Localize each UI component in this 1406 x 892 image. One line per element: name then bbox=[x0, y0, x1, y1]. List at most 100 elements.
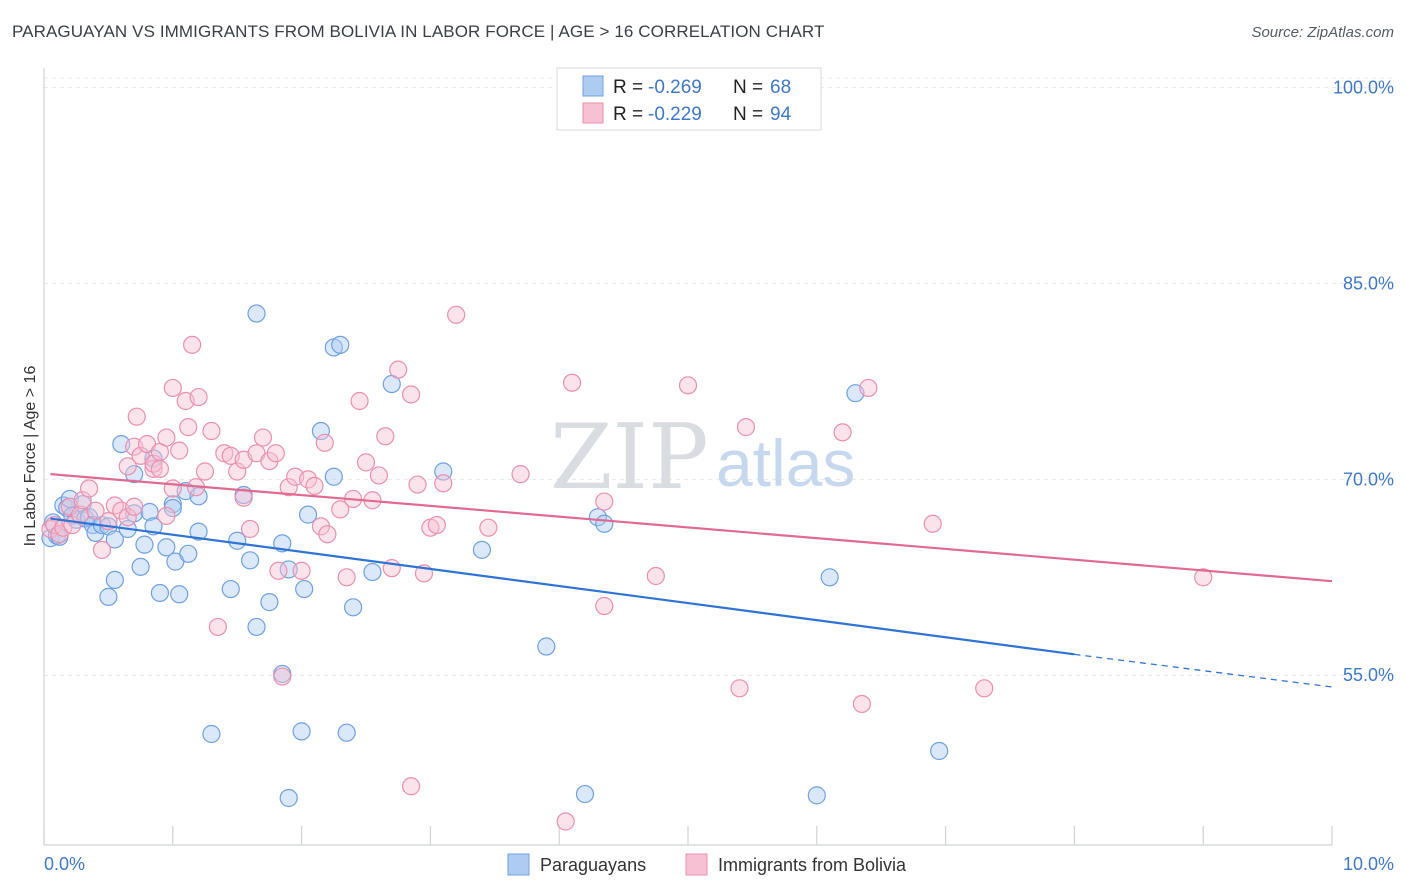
paraguayan-point-58 bbox=[344, 598, 363, 617]
bolivia-point-45 bbox=[253, 428, 273, 447]
paraguayan-point-59 bbox=[363, 562, 382, 582]
paraguayan-point-17 bbox=[105, 570, 124, 590]
legend-r-value-1: -0.269 bbox=[648, 77, 702, 98]
y-tick-labels: 55.0% 70.0% 85.0% 100.0% bbox=[1333, 78, 1394, 686]
bolivia-point-15 bbox=[118, 457, 137, 476]
bolivia-point-56 bbox=[315, 433, 334, 452]
bolivia-point-61 bbox=[350, 391, 369, 411]
y-axis-title: In Labor Force | Age > 16 bbox=[22, 366, 39, 547]
paraguayan-point-52 bbox=[298, 505, 318, 524]
paraguayan-point-39 bbox=[221, 579, 240, 599]
bolivia-point-7 bbox=[73, 491, 92, 510]
paraguayan-point-68 bbox=[820, 568, 839, 587]
paraguayan-point-18 bbox=[105, 530, 124, 549]
bolivia-point-81 bbox=[595, 596, 614, 616]
legend-n-label-1: N = bbox=[733, 77, 763, 98]
bolivia-point-62 bbox=[356, 453, 376, 472]
bolivia-trend-line bbox=[50, 473, 1333, 583]
bolivia-point-31 bbox=[179, 418, 198, 437]
bolivia-point-85 bbox=[736, 418, 756, 437]
bolivia-point-26 bbox=[157, 506, 176, 526]
paraguayan-trend-extension bbox=[1074, 653, 1333, 688]
legend-r-value-2: -0.229 bbox=[648, 104, 702, 125]
paraguayan-point-44 bbox=[247, 617, 266, 637]
data-points bbox=[41, 304, 1213, 831]
bolivia-point-76 bbox=[479, 518, 498, 537]
bolivia-point-36 bbox=[202, 421, 221, 441]
gridlines bbox=[44, 77, 1392, 676]
paraguayan-point-40 bbox=[228, 531, 247, 550]
bolivia-point-34 bbox=[189, 387, 208, 407]
bolivia-point-18 bbox=[127, 407, 146, 426]
paraguayan-point-70 bbox=[930, 741, 949, 761]
bolivia-point-14 bbox=[118, 508, 137, 527]
paraguayan-point-57 bbox=[337, 723, 356, 742]
bolivia-point-79 bbox=[562, 373, 582, 392]
y-tick-label-100: 100.0% bbox=[1333, 78, 1394, 98]
bolivia-point-74 bbox=[434, 474, 453, 493]
x-ticks bbox=[43, 826, 1333, 845]
legend-r-label-1: R = bbox=[613, 77, 643, 98]
bolivia-point-42 bbox=[234, 488, 253, 507]
y-tick-label-85: 85.0% bbox=[1343, 273, 1394, 293]
bolivia-point-78 bbox=[556, 812, 575, 831]
paraguayan-point-54 bbox=[324, 467, 343, 486]
paraguayan-point-50 bbox=[292, 722, 311, 741]
paraguayan-point-56 bbox=[331, 335, 350, 354]
bolivia-point-90 bbox=[975, 679, 994, 698]
bolivia-point-53 bbox=[298, 470, 318, 489]
paraguayan-point-48 bbox=[279, 788, 298, 808]
paraguayan-point-38 bbox=[202, 724, 221, 744]
bolivia-point-23 bbox=[150, 459, 170, 479]
source-label: Source: ZipAtlas.com bbox=[1251, 24, 1394, 41]
bolivia-point-89 bbox=[923, 514, 942, 533]
bolivia-point-82 bbox=[646, 566, 665, 586]
bolivia-point-69 bbox=[401, 777, 421, 796]
paraguayan-point-15 bbox=[99, 587, 118, 606]
x-tick-label-min: 0.0% bbox=[44, 854, 85, 874]
bolivia-point-57 bbox=[318, 525, 337, 544]
bolivia-point-58 bbox=[331, 500, 350, 519]
paraguayan-point-37 bbox=[189, 522, 208, 541]
bottom-legend-label-bolivia: Immigrants from Bolivia bbox=[718, 855, 907, 875]
paraguayan-point-47 bbox=[273, 534, 292, 553]
bolivia-point-88 bbox=[859, 378, 878, 398]
bolivia-point-35 bbox=[195, 462, 215, 481]
bolivia-point-9 bbox=[86, 501, 105, 520]
paraguayan-point-42 bbox=[240, 551, 260, 570]
bolivia-point-27 bbox=[163, 378, 182, 398]
bolivia-point-25 bbox=[157, 428, 176, 447]
bolivia-point-83 bbox=[678, 376, 698, 395]
bolivia-point-68 bbox=[401, 385, 421, 404]
bolivia-point-32 bbox=[183, 335, 202, 354]
watermark-atlas: atlas bbox=[716, 426, 855, 500]
legend-swatch-bolivia bbox=[582, 102, 604, 124]
y-tick-label-55: 55.0% bbox=[1343, 665, 1394, 685]
bottom-legend: Paraguayans Immigrants from Bolivia bbox=[507, 853, 907, 876]
paraguayan-point-33 bbox=[170, 585, 189, 604]
legend-n-value-1: 68 bbox=[770, 77, 791, 98]
paraguayan-point-62 bbox=[472, 540, 492, 559]
paraguayan-point-45 bbox=[260, 593, 279, 612]
bolivia-point-75 bbox=[447, 305, 466, 324]
paraguayan-point-65 bbox=[588, 508, 607, 527]
bolivia-point-91 bbox=[1194, 568, 1213, 587]
bottom-legend-swatch-bolivia bbox=[685, 853, 708, 876]
bolivia-point-77 bbox=[511, 465, 530, 484]
bolivia-point-67 bbox=[389, 360, 408, 379]
y-tick-label-70: 70.0% bbox=[1343, 469, 1394, 489]
bolivia-point-70 bbox=[408, 475, 427, 494]
paraguayan-point-35 bbox=[179, 544, 198, 563]
bolivia-point-65 bbox=[376, 427, 395, 446]
paraguayan-point-67 bbox=[807, 786, 826, 805]
legend: R = -0.269 N = 68 R = -0.229 N = 94 bbox=[556, 67, 822, 131]
watermark-zip: ZIP bbox=[550, 405, 709, 510]
bolivia-point-64 bbox=[369, 466, 388, 485]
bottom-legend-label-paraguayans: Paraguayans bbox=[540, 855, 646, 875]
bolivia-point-59 bbox=[337, 568, 356, 587]
legend-n-label-2: N = bbox=[733, 104, 763, 125]
legend-n-value-2: 94 bbox=[770, 104, 792, 125]
chart-title: PARAGUAYAN VS IMMIGRANTS FROM BOLIVIA IN… bbox=[12, 22, 825, 41]
paraguayan-point-23 bbox=[131, 557, 150, 576]
